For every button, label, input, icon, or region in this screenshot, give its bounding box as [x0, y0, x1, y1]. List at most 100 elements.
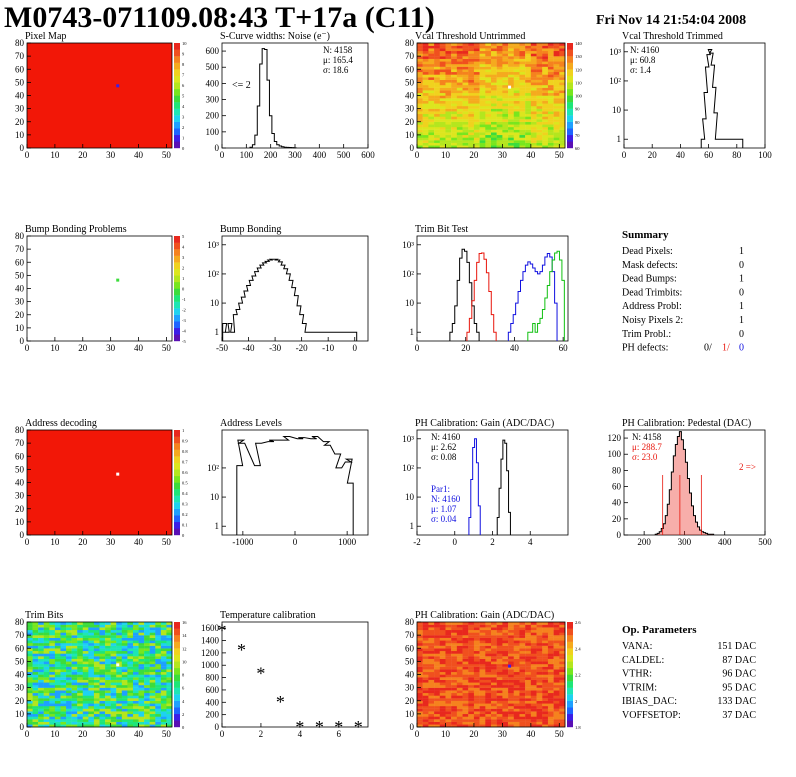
- heatmap-cell: [451, 648, 458, 652]
- heatmap-cell: [160, 650, 167, 654]
- heatmap-cell: [451, 708, 458, 712]
- heatmap-cell: [434, 61, 440, 65]
- heatmap-cell: [88, 669, 95, 673]
- heatmap-cell: [71, 650, 78, 654]
- heatmap-cell: [160, 666, 167, 670]
- heatmap-cell: [138, 640, 145, 644]
- heatmap-cell: [99, 645, 106, 649]
- heatmap-cell: [502, 658, 509, 662]
- heatmap-cell: [530, 56, 537, 59]
- heatmap-cell: [519, 713, 526, 717]
- heatmap-cell: [149, 695, 156, 699]
- heatmap-cell: [439, 71, 446, 75]
- heatmap-cell: [491, 679, 497, 683]
- heatmap-cell: [417, 103, 423, 107]
- heatmap-cell: [508, 56, 514, 59]
- heatmap-cell: [473, 121, 480, 125]
- heatmap-cell: [43, 724, 50, 728]
- heatmap-cell: [417, 106, 423, 109]
- heatmap-cell: [491, 713, 497, 717]
- heatmap-cell: [462, 713, 469, 717]
- heatmap-cell: [60, 645, 67, 649]
- heatmap-cell: [530, 716, 537, 720]
- heatmap-cell: [54, 677, 61, 680]
- report-date: Fri Nov 14 21:54:04 2008: [596, 13, 746, 28]
- heatmap-cell: [428, 648, 435, 652]
- heatmap-cell: [491, 132, 497, 136]
- heatmap-cell: [547, 106, 554, 109]
- heatmap-cell: [434, 624, 440, 628]
- y-tick-label: 10²: [402, 269, 414, 279]
- heatmap-cell: [160, 687, 167, 691]
- heatmap-cell: [144, 687, 150, 691]
- heatmap-cell: [166, 640, 173, 644]
- heatmap-cell: [439, 129, 446, 133]
- heatmap-cell: [434, 635, 440, 638]
- heatmap-cell: [525, 69, 532, 73]
- heatmap-cell: [485, 116, 492, 120]
- colorbar-step: [174, 707, 180, 715]
- heatmap-cell: [417, 695, 423, 699]
- heatmap-cell: [99, 661, 106, 665]
- heatmap-cell: [434, 690, 440, 694]
- heatmap-cell: [530, 669, 537, 673]
- heatmap-cell: [508, 674, 514, 678]
- heatmap-cell: [530, 119, 537, 122]
- heatmap-cell: [462, 685, 469, 688]
- heatmap-cell: [434, 64, 440, 67]
- heatmap-cell: [542, 713, 549, 717]
- heatmap-cell: [485, 698, 492, 701]
- heatmap-cell: [536, 82, 543, 86]
- heatmap-cell: [473, 700, 480, 704]
- heatmap-cell: [138, 661, 145, 665]
- heatmap-cell: [445, 682, 452, 686]
- heatmap-cell: [530, 721, 537, 725]
- heatmap-cell: [417, 92, 423, 96]
- heatmap-cell: [27, 627, 33, 631]
- heatmap-cell: [530, 724, 537, 728]
- heatmap-cell: [508, 100, 514, 104]
- heatmap-cell: [559, 90, 566, 94]
- heatmap-cell: [485, 645, 492, 649]
- heatmap-cell: [422, 119, 429, 122]
- heatmap-cell: [66, 624, 72, 628]
- heatmap-cell: [525, 95, 532, 99]
- heatmap-cell: [82, 648, 89, 652]
- heatmap-cell: [54, 664, 61, 667]
- heatmap-cell: [49, 706, 56, 709]
- colorbar-label: 2: [182, 712, 184, 717]
- y-tick-label: 60: [15, 257, 25, 267]
- heatmap-cell: [485, 650, 492, 654]
- heatmap-cell: [88, 677, 95, 680]
- heatmap-cell: [417, 635, 423, 638]
- heatmap-cell: [155, 629, 162, 633]
- y-tick-label: 600: [206, 685, 220, 695]
- heatmap-cell: [536, 627, 543, 631]
- heatmap-cell: [462, 677, 469, 680]
- heatmap-cell: [422, 690, 429, 694]
- heatmap-cell: [553, 685, 560, 688]
- heatmap-cell: [479, 127, 486, 130]
- heatmap-cell: [422, 700, 429, 704]
- heatmap-cell: [468, 74, 475, 78]
- heatmap-cell: [468, 664, 475, 667]
- heatmap-cell: [60, 627, 67, 631]
- heatmap-cell: [127, 656, 134, 659]
- heatmap-cell: [542, 708, 549, 712]
- heatmap-cell: [434, 142, 440, 146]
- heatmap-cell: [121, 645, 128, 649]
- heatmap-cell: [485, 724, 492, 728]
- heatmap-cell: [513, 716, 520, 720]
- heatmap-cell: [132, 685, 139, 688]
- heatmap-cell: [513, 695, 520, 699]
- colorbar-step: [174, 502, 180, 509]
- heatmap-cell: [479, 629, 486, 633]
- heatmap-cell: [422, 145, 429, 149]
- heatmap-cell: [519, 85, 526, 88]
- heatmap-cell: [491, 45, 497, 49]
- heatmap-cell: [434, 48, 440, 52]
- heatmap-cell: [439, 45, 446, 49]
- heatmap-cell: [54, 666, 61, 670]
- heatmap-cell: [525, 124, 532, 128]
- heatmap-cell: [110, 695, 117, 699]
